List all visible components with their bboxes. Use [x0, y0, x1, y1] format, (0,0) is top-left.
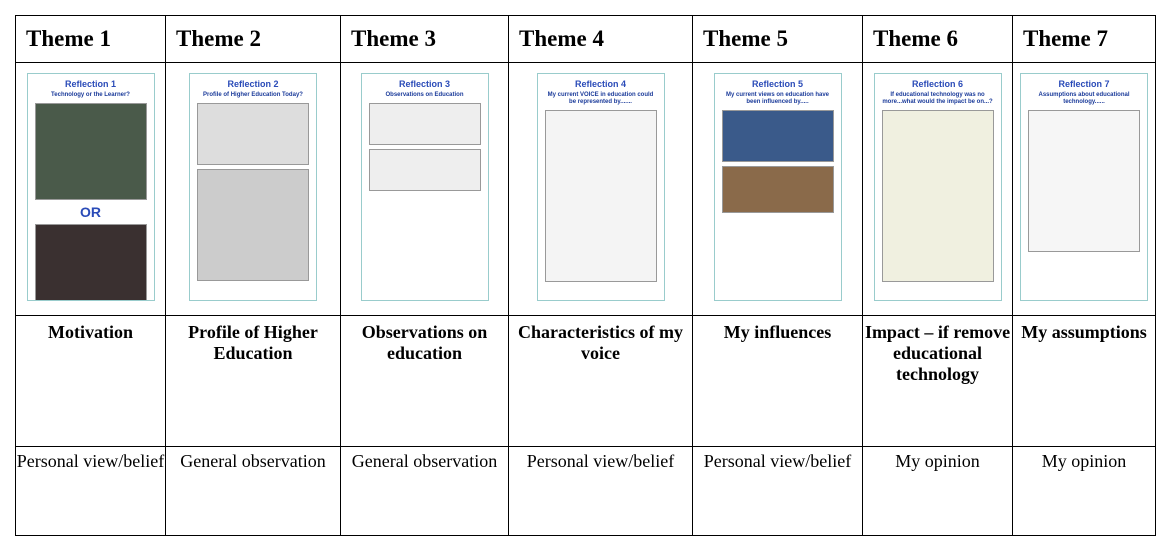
- label-row: Motivation Profile of Higher Education Obs…: [15, 315, 1156, 447]
- theme-label: My influences: [692, 315, 863, 447]
- theme-header: Theme 2: [165, 15, 341, 63]
- thumbnail-subtitle: Profile of Higher Education Today?: [203, 91, 303, 98]
- theme-label: Characteristics of my voice: [508, 315, 693, 447]
- thumbnail-subtitle: My current VOICE in education could be r…: [547, 91, 654, 105]
- thumbnail-title: Reflection 1: [64, 78, 116, 89]
- theme-header: Theme 3: [340, 15, 509, 63]
- theme-type: Personal view/belief: [15, 446, 166, 536]
- theme-type: General observation: [165, 446, 341, 536]
- theme-header: Theme 1: [15, 15, 166, 63]
- theme-label: Observations on education: [340, 315, 509, 447]
- thumbnail-image: [34, 223, 147, 300]
- theme-header: Theme 5: [692, 15, 863, 63]
- theme-header: Theme 4: [508, 15, 693, 63]
- thumbnail-title: Reflection 2: [227, 78, 279, 89]
- theme-type: Personal view/belief: [692, 446, 863, 536]
- theme-label: Profile of Higher Education: [165, 315, 341, 447]
- thumbnail-image: [197, 168, 309, 281]
- thumbnail-title: Reflection 4: [574, 78, 626, 89]
- theme-label: My assumptions: [1012, 315, 1156, 447]
- thumbnail-row: Reflection 1 Technology or the Learner? OR…: [15, 62, 1156, 316]
- thumbnail-image: [544, 109, 657, 282]
- thumbnail-note: OR: [80, 203, 101, 220]
- theme-type: General observation: [340, 446, 509, 536]
- thumbnail-image: [197, 102, 309, 165]
- thumbnail-image: [881, 109, 994, 282]
- thumbnail: Reflection 6 If educational technology wa…: [873, 72, 1002, 301]
- thumbnail-cell: Reflection 2 Profile of Higher Education …: [165, 62, 341, 316]
- thumbnail: Reflection 3 Observations on Education: [360, 72, 489, 301]
- thumbnail: Reflection 1 Technology or the Learner? OR: [26, 72, 155, 301]
- thumbnail: Reflection 2 Profile of Higher Education …: [189, 72, 317, 301]
- theme-header: Theme 6: [862, 15, 1013, 63]
- thumbnail-cell: Reflection 5 My current views on educatio…: [692, 62, 863, 316]
- thumbnail-subtitle: Technology or the Learner?: [51, 91, 130, 98]
- thumbnail-image: [34, 102, 147, 200]
- theme-type: Personal view/belief: [508, 446, 693, 536]
- type-row: Personal view/belief General observation G…: [15, 446, 1156, 536]
- thumbnail-image: [368, 102, 481, 145]
- thumbnail: Reflection 7 Assumptions about educationa…: [1020, 72, 1148, 301]
- thumbnail-title: Reflection 5: [751, 78, 803, 89]
- thumbnail-subtitle: Assumptions about educational technology…: [1038, 91, 1130, 105]
- theme-type: My opinion: [862, 446, 1013, 536]
- thumbnail-subtitle: If educational technology was no more...…: [882, 91, 993, 105]
- thumbnail-image: [721, 109, 834, 162]
- thumbnail: Reflection 4 My current VOICE in educatio…: [536, 72, 665, 301]
- thumbnail-title: Reflection 3: [398, 78, 450, 89]
- thumbnail-image: [721, 165, 834, 213]
- thumbnail-image: [1028, 109, 1140, 252]
- theme-label: Motivation: [15, 315, 166, 447]
- theme-label: Impact – if remove educational technolog…: [862, 315, 1013, 447]
- thumbnail-cell: Reflection 6 If educational technology wa…: [862, 62, 1013, 316]
- thumbnail-subtitle: Observations on Education: [385, 91, 464, 98]
- header-row: Theme 1 Theme 2 Theme 3 Theme 4 Theme 5 Theme…: [15, 15, 1156, 63]
- thumbnail-title: Reflection 6: [911, 78, 963, 89]
- thumbnail-image: [368, 148, 481, 191]
- thumbnail: Reflection 5 My current views on educatio…: [713, 72, 842, 301]
- theme-type: My opinion: [1012, 446, 1156, 536]
- thumbnail-cell: Reflection 3 Observations on Education: [340, 62, 509, 316]
- theme-header: Theme 7: [1012, 15, 1156, 63]
- thumbnail-cell: Reflection 4 My current VOICE in educatio…: [508, 62, 693, 316]
- themes-table: Theme 1 Theme 2 Theme 3 Theme 4 Theme 5 Theme…: [15, 15, 1156, 536]
- thumbnail-cell: Reflection 1 Technology or the Learner? OR: [15, 62, 166, 316]
- thumbnail-title: Reflection 7: [1058, 78, 1110, 89]
- thumbnail-subtitle: My current views on education have been …: [725, 91, 830, 105]
- thumbnail-cell: Reflection 7 Assumptions about educationa…: [1012, 62, 1156, 316]
